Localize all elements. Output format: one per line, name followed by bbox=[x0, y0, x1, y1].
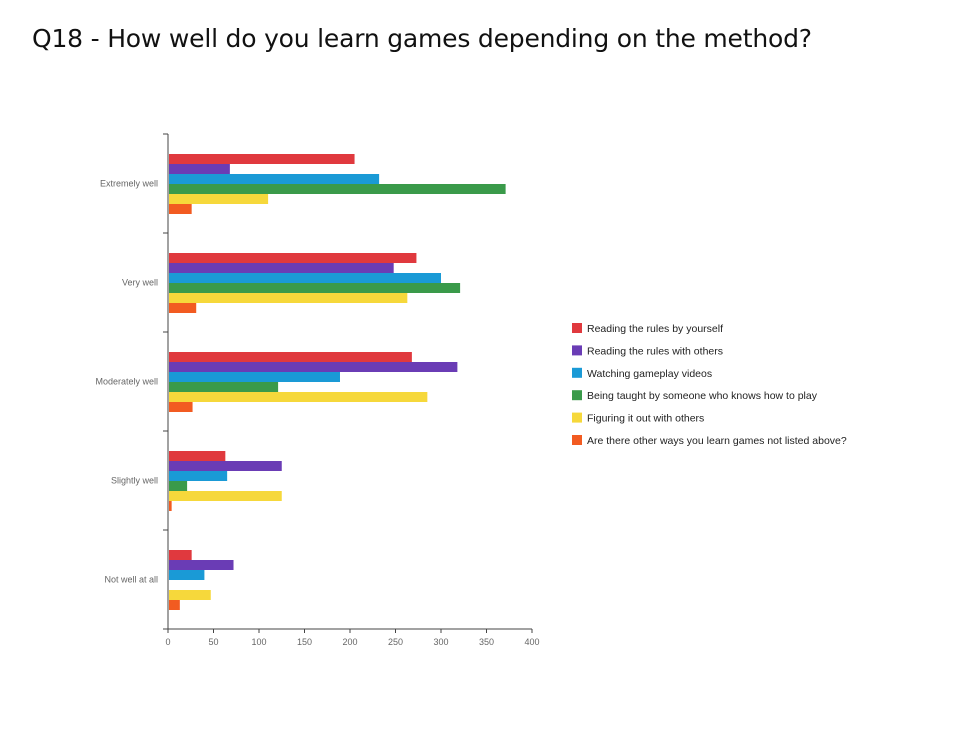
bar-figuring-it-out-with-others-slightly-well bbox=[169, 491, 282, 501]
legend-label-reading-the-rules-with-others: Reading the rules with others bbox=[587, 345, 723, 357]
legend-swatch-figuring-it-out-with-others bbox=[572, 412, 582, 423]
category-label-slightly-well: Slightly well bbox=[111, 476, 158, 486]
category-label-not-well-at-all: Not well at all bbox=[104, 575, 158, 585]
x-tick-label: 400 bbox=[524, 637, 539, 647]
bar-watching-gameplay-videos-moderately-well bbox=[169, 372, 340, 382]
bar-are-there-other-ways-you-learn-games-not-listed-above-very-well bbox=[169, 303, 197, 313]
legend-swatch-watching-gameplay-videos bbox=[572, 367, 582, 378]
x-tick-label: 50 bbox=[208, 637, 218, 647]
category-labels: Extremely well Very well Moderately well Sl… bbox=[95, 179, 158, 585]
bar-are-there-other-ways-you-learn-games-not-listed-above-moderately-well bbox=[169, 402, 193, 412]
x-tick-label: 350 bbox=[479, 637, 494, 647]
legend-label-being-taught-by-someone-who-knows-how-to-play: Being taught by someone who knows how to… bbox=[587, 390, 818, 402]
category-label-very-well: Very well bbox=[122, 278, 158, 288]
bar-reading-the-rules-with-others-very-well bbox=[169, 263, 394, 273]
bar-figuring-it-out-with-others-very-well bbox=[169, 293, 408, 303]
bar-figuring-it-out-with-others-extremely-well bbox=[169, 194, 269, 204]
legend-swatch-are-there-other-ways-you-learn-games-not-listed-above bbox=[572, 435, 582, 445]
category-label-moderately-well: Moderately well bbox=[95, 377, 158, 387]
x-tick-label: 100 bbox=[251, 637, 266, 647]
legend-label-watching-gameplay-videos: Watching gameplay videos bbox=[587, 368, 712, 380]
bar-figuring-it-out-with-others-moderately-well bbox=[169, 392, 428, 402]
x-tick-label: 200 bbox=[342, 637, 357, 647]
bar-watching-gameplay-videos-slightly-well bbox=[169, 471, 228, 481]
bar-watching-gameplay-videos-not-well-at-all bbox=[169, 570, 205, 580]
x-tick-label: 250 bbox=[388, 637, 403, 647]
x-tick-label: 150 bbox=[297, 637, 312, 647]
x-tick-label: 0 bbox=[165, 637, 170, 647]
legend-swatch-reading-the-rules-by-yourself bbox=[572, 323, 582, 333]
bar-watching-gameplay-videos-extremely-well bbox=[169, 174, 380, 184]
bar-reading-the-rules-with-others-slightly-well bbox=[169, 461, 282, 471]
bar-are-there-other-ways-you-learn-games-not-listed-above-slightly-well bbox=[169, 501, 172, 511]
chart-legend: Reading the rules by yourself Reading the… bbox=[572, 323, 847, 447]
legend-label-figuring-it-out-with-others: Figuring it out with others bbox=[587, 413, 704, 425]
x-tick-label: 300 bbox=[433, 637, 448, 647]
page-title: Q18 - How well do you learn games depend… bbox=[32, 24, 812, 53]
bar-being-taught-by-someone-who-knows-how-to-play-very-well bbox=[169, 283, 461, 293]
legend-label-are-there-other-ways-you-learn-games-not-listed-above: Are there other ways you learn games not… bbox=[587, 435, 847, 447]
bar-reading-the-rules-by-yourself-slightly-well bbox=[169, 451, 226, 461]
bar-reading-the-rules-by-yourself-extremely-well bbox=[169, 154, 355, 164]
bar-reading-the-rules-by-yourself-moderately-well bbox=[169, 352, 412, 362]
bar-being-taught-by-someone-who-knows-how-to-play-extremely-well bbox=[169, 184, 506, 194]
x-tick-labels: 0 50 100 150 200 250 300 350 400 bbox=[165, 637, 539, 647]
legend-swatch-reading-the-rules-with-others bbox=[572, 345, 582, 356]
bar-reading-the-rules-by-yourself-not-well-at-all bbox=[169, 550, 192, 560]
chart-axes bbox=[163, 133, 533, 633]
bar-reading-the-rules-with-others-not-well-at-all bbox=[169, 560, 234, 570]
legend-swatch-being-taught-by-someone-who-knows-how-to-play bbox=[572, 390, 582, 401]
category-label-extremely-well: Extremely well bbox=[100, 179, 158, 189]
bar-being-taught-by-someone-who-knows-how-to-play-moderately-well bbox=[169, 382, 279, 392]
bar-reading-the-rules-by-yourself-very-well bbox=[169, 253, 417, 263]
bar-watching-gameplay-videos-very-well bbox=[169, 273, 441, 283]
bar-figuring-it-out-with-others-not-well-at-all bbox=[169, 590, 211, 600]
bar-reading-the-rules-with-others-moderately-well bbox=[169, 362, 458, 372]
legend-label-reading-the-rules-by-yourself: Reading the rules by yourself bbox=[587, 323, 723, 335]
bar-are-there-other-ways-you-learn-games-not-listed-above-extremely-well bbox=[169, 204, 192, 214]
bar-reading-the-rules-with-others-extremely-well bbox=[169, 164, 230, 174]
chart-bars bbox=[169, 154, 506, 610]
bar-being-taught-by-someone-who-knows-how-to-play-slightly-well bbox=[169, 481, 188, 491]
bar-are-there-other-ways-you-learn-games-not-listed-above-not-well-at-all bbox=[169, 600, 180, 610]
